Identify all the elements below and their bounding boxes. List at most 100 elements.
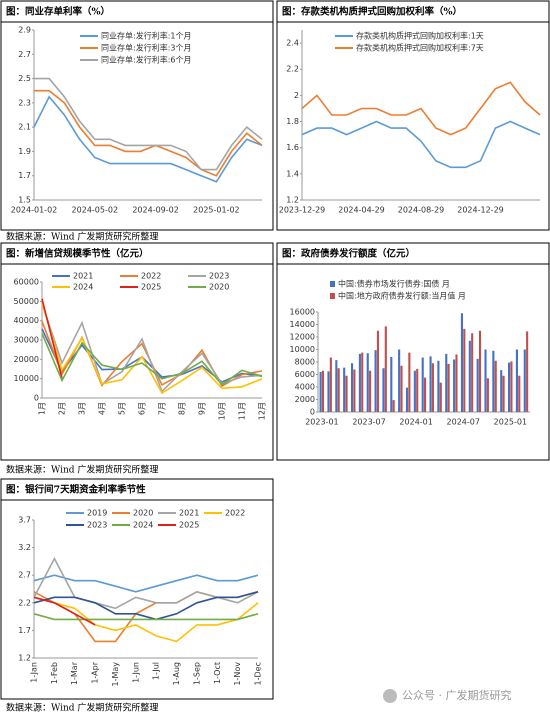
bar (345, 375, 348, 412)
legend-label: 2024 (73, 283, 93, 292)
series-line (41, 303, 263, 393)
bar (515, 349, 518, 412)
bar (500, 370, 503, 412)
series-line (34, 77, 263, 171)
y-tick-label: 8000 (295, 358, 315, 367)
chart-title: 图：同业存单利率（%） (6, 6, 110, 18)
x-tick-label: 1-Sep (192, 662, 201, 685)
x-tick-label: 6月 (138, 402, 147, 415)
bar (416, 368, 419, 412)
x-tick-label: 2024-04-29 (338, 206, 385, 215)
bar (453, 359, 456, 412)
bar (471, 333, 474, 412)
bar (350, 363, 354, 412)
source: 数据来源：Wind 广发期货研究所整理 (6, 464, 158, 476)
y-tick-label: 2.4 (286, 39, 299, 48)
legend-label: 中国:债券市场发行债券:国债 月 (338, 279, 450, 289)
bar (329, 357, 332, 412)
series-line (41, 302, 263, 395)
series-line (33, 613, 259, 621)
y-tick-label: 2.9 (18, 26, 31, 35)
x-tick-label: 9月 (198, 402, 207, 415)
y-tick-label: 40000 (14, 316, 39, 325)
bar (510, 361, 513, 412)
series-line (33, 596, 259, 643)
bar (413, 370, 416, 412)
bar (366, 353, 369, 412)
legend-swatch (330, 293, 335, 299)
bar (494, 360, 497, 412)
x-tick-label: 2024-09-02 (132, 206, 179, 215)
x-tick-label: 1月 (38, 402, 47, 415)
x-tick-label: 10月 (218, 402, 227, 420)
x-tick-label: 1-Mar (70, 661, 79, 685)
x-tick-label: 2023-07 (352, 418, 385, 427)
y-tick-label: 12000 (290, 333, 315, 342)
y-tick-label: 20000 (14, 355, 39, 364)
bar (468, 340, 471, 412)
x-tick-label: 7月 (158, 402, 167, 415)
legend-label: 同业存单:发行利率:6个月 (101, 55, 191, 65)
legend-label: 存款类机构质押式回购加权利率:1天 (356, 31, 484, 41)
series-line (33, 596, 96, 626)
bar (353, 369, 356, 412)
y-tick-label: 0 (310, 408, 315, 417)
x-tick-label: 1-Feb (50, 662, 59, 684)
y-tick-label: 3.2 (18, 543, 31, 552)
x-tick-label: 2025-01-02 (193, 206, 240, 215)
watermark: 公众号 · 广发期货研究 (402, 688, 512, 702)
x-tick-label: 2024-05-02 (72, 206, 119, 215)
y-tick-label: 14000 (290, 320, 315, 329)
source: 数据来源：Wind 广发期货研究所整理 (6, 702, 158, 714)
bar (421, 357, 424, 412)
bar (335, 360, 338, 412)
x-tick-label: 1-Oct (213, 662, 222, 684)
bar (460, 313, 464, 412)
x-tick-label: 2025-01 (494, 418, 527, 427)
x-tick-label: 2月 (58, 402, 67, 415)
x-tick-label: 2024-08-29 (398, 206, 445, 215)
series-line (301, 120, 541, 169)
panel (276, 242, 550, 461)
x-tick-label: 2024-07 (447, 418, 480, 427)
bar (343, 367, 346, 412)
bar (398, 349, 401, 412)
bar (408, 352, 411, 412)
series-line (41, 298, 63, 379)
y-tick-label: 1.7 (18, 171, 31, 180)
bar (358, 353, 361, 412)
y-tick-label: 1.9 (18, 147, 31, 156)
x-tick-label: 1-May (111, 662, 120, 687)
bar (492, 350, 495, 412)
legend-label: 2022 (141, 272, 161, 281)
chart-title: 图：新增信贷规模季节性（亿元） (6, 248, 149, 260)
bar (374, 350, 377, 412)
bar (337, 368, 340, 412)
y-tick-label: 4000 (295, 383, 315, 392)
x-tick-label: 1-Dec (254, 662, 263, 685)
bar (486, 378, 489, 412)
x-tick-label: 8月 (178, 402, 187, 415)
bar (508, 362, 511, 412)
x-tick-label: 2024-01-02 (11, 206, 58, 215)
y-tick-label: 2.7 (18, 50, 31, 59)
y-tick-label: 2 (294, 91, 299, 100)
legend-label: 2023 (209, 272, 229, 281)
bar (429, 356, 432, 412)
x-tick-label: 2024-12-29 (457, 206, 504, 215)
bar (390, 357, 393, 412)
y-tick-label: 10000 (14, 374, 39, 383)
y-tick-label: 3.7 (18, 516, 31, 525)
series-line (33, 556, 259, 610)
x-tick-label: 1-Nov (233, 662, 242, 686)
y-tick-label: 60000 (14, 278, 39, 287)
legend-label: 同业存单:发行利率:1个月 (101, 31, 191, 41)
x-tick-label: 1-Jun (131, 662, 140, 683)
watermark-icon (383, 689, 397, 703)
y-tick-label: 2000 (295, 395, 315, 404)
legend-label: 2023 (87, 521, 107, 530)
bar (523, 349, 526, 412)
bar (437, 360, 440, 412)
legend-label: 2022 (225, 509, 245, 518)
bar (327, 371, 330, 412)
